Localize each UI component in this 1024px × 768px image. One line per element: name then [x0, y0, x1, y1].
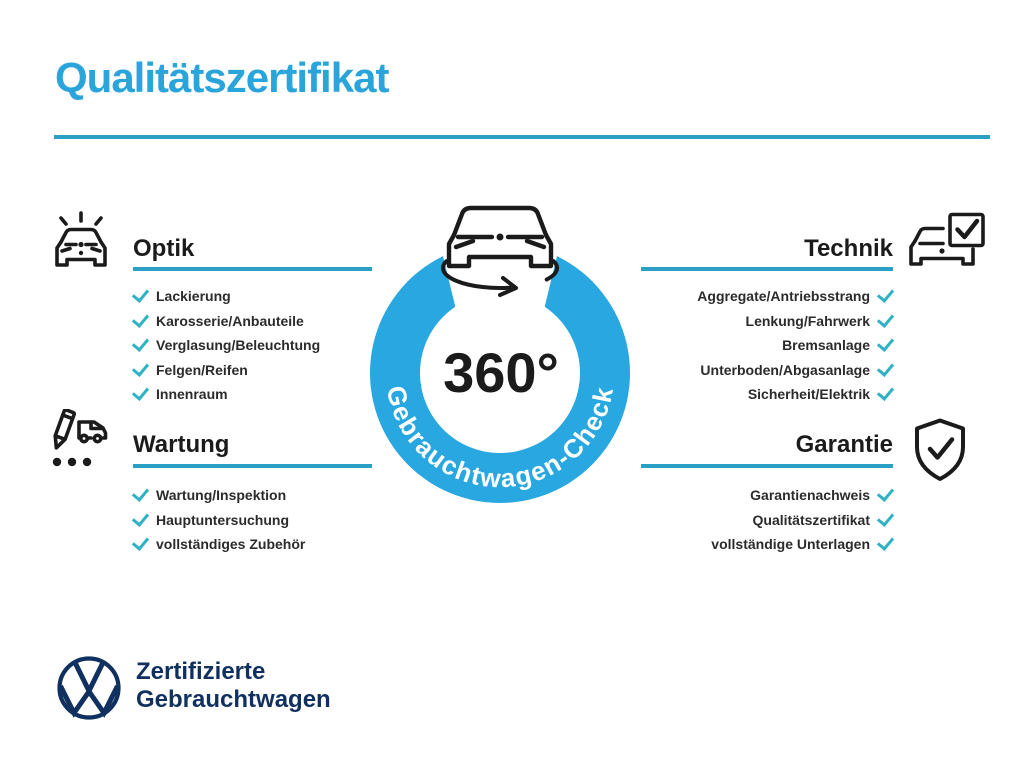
list-item-label: Aggregate/Antriebsstrang	[697, 288, 870, 305]
check-icon	[876, 309, 895, 328]
list-item: Unterboden/Abgasanlage	[640, 358, 895, 383]
title-divider	[54, 135, 990, 139]
car-shine-icon	[55, 211, 107, 267]
car-checklist-icon	[909, 212, 985, 266]
list-item: Karosserie/Anbauteile	[131, 309, 320, 334]
list-item-label: Felgen/Reifen	[156, 361, 248, 378]
vw-logo	[57, 656, 121, 720]
list-item-label: Qualitätszertifikat	[752, 511, 870, 528]
check-icon	[131, 309, 150, 328]
check-icon	[131, 484, 150, 503]
check-icon	[876, 383, 895, 402]
list-item-label: Karosserie/Anbauteile	[156, 312, 304, 329]
list-item: vollständiges Zubehör	[131, 532, 306, 557]
optik-underline	[133, 267, 372, 271]
check-icon	[876, 358, 895, 377]
check-icon	[131, 533, 150, 552]
list-item: Bremsanlage	[640, 333, 895, 358]
list-item-label: Unterboden/Abgasanlage	[700, 361, 870, 378]
section-heading-optik: Optik	[133, 235, 195, 262]
technik-underline	[641, 267, 893, 271]
check-icon	[876, 334, 895, 353]
footer-claim-line1: Zertifizierte	[136, 658, 266, 685]
page-title: Qualitätszertifikat	[55, 54, 389, 101]
footer-claim-line2: Gebrauchtwagen	[136, 686, 331, 713]
section-heading-technik: Technik	[804, 235, 893, 262]
list-item: Lackierung	[131, 284, 320, 309]
check-icon	[876, 508, 895, 527]
list-item: Aggregate/Antriebsstrang	[640, 284, 895, 309]
section-heading-wartung: Wartung	[133, 431, 230, 458]
optik-checklist: Lackierung Karosserie/Anbauteile Verglas…	[131, 284, 321, 407]
360-check-badge: Gebrauchtwagen-Check 360°	[370, 205, 630, 503]
list-item: Verglasung/Beleuchtung	[131, 333, 321, 358]
check-icon	[131, 334, 150, 353]
check-icon	[131, 358, 150, 377]
wartung-checklist: Wartung/Inspektion Hauptuntersuchung vol…	[131, 483, 306, 557]
list-item: vollständige Unterlagen	[640, 532, 895, 557]
service-pencil-van-icon	[52, 409, 108, 467]
garantie-checklist: Garantienachweis Qualitätszertifikat vol…	[640, 483, 895, 557]
list-item: Lenkung/Fahrwerk	[640, 309, 895, 334]
check-icon	[131, 383, 150, 402]
footer-claim: Zertifizierte Gebrauchtwagen	[136, 658, 331, 714]
wartung-underline	[133, 464, 372, 468]
list-item-label: Lenkung/Fahrwerk	[745, 312, 870, 329]
check-icon	[876, 285, 895, 304]
list-item-label: Wartung/Inspektion	[156, 487, 287, 504]
list-item-label: Hauptuntersuchung	[156, 511, 289, 528]
section-heading-garantie: Garantie	[795, 431, 893, 458]
list-item-label: Lackierung	[156, 288, 231, 305]
list-item-label: Sicherheit/Elektrik	[747, 386, 870, 403]
check-icon	[131, 508, 150, 527]
list-item-label: vollständige Unterlagen	[711, 536, 870, 553]
car-360-icon	[441, 205, 559, 297]
ring-shape	[370, 256, 630, 503]
list-item-label: Verglasung/Beleuchtung	[156, 337, 321, 354]
list-item: Felgen/Reifen	[131, 358, 320, 383]
list-item: Wartung/Inspektion	[131, 483, 305, 508]
list-item: Hauptuntersuchung	[131, 508, 305, 533]
degree-label: 360°	[443, 341, 559, 404]
shield-check-icon	[915, 418, 965, 481]
list-item-label: Bremsanlage	[782, 337, 870, 354]
check-icon	[131, 285, 150, 304]
list-item: Garantienachweis	[640, 483, 895, 508]
list-item: Innenraum	[131, 382, 320, 407]
garantie-underline	[641, 464, 893, 468]
check-icon	[876, 533, 895, 552]
technik-checklist: Aggregate/Antriebsstrang Lenkung/Fahrwer…	[640, 284, 895, 407]
list-item-label: Garantienachweis	[750, 487, 870, 504]
list-item: Qualitätszertifikat	[640, 508, 895, 533]
list-item-label: Innenraum	[156, 386, 228, 403]
list-item-label: vollständiges Zubehör	[156, 536, 306, 553]
list-item: Sicherheit/Elektrik	[640, 382, 895, 407]
check-icon	[876, 484, 895, 503]
